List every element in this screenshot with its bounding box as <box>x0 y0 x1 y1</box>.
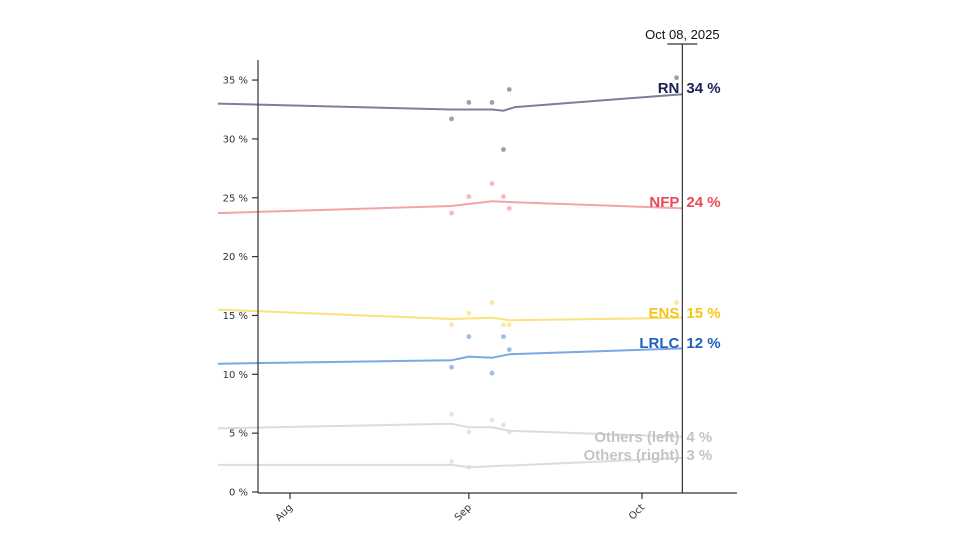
poll-point[interactable] <box>449 411 454 417</box>
series-rn <box>217 75 683 152</box>
poll-point[interactable] <box>506 205 512 211</box>
poll-point[interactable] <box>489 100 495 105</box>
poll-point[interactable] <box>501 147 506 152</box>
poll-point[interactable] <box>466 334 472 340</box>
poll-point[interactable] <box>466 100 472 105</box>
end-labels: RN 34 % NFP 24 % ENS 15 % LRLC 12 % Others (left… <box>584 80 721 464</box>
poll-point[interactable] <box>489 370 495 376</box>
series-nfp <box>217 181 683 216</box>
series-name-label: NFP <box>649 194 679 211</box>
poll-point[interactable] <box>501 422 506 428</box>
series-name-label: Others (right) <box>584 447 680 464</box>
y-tick-label: 10 % <box>223 370 248 381</box>
x-tick-label: Sep <box>453 502 474 523</box>
y-tick-label: 5 % <box>229 429 248 440</box>
trend-line[interactable] <box>217 456 683 469</box>
trend-line[interactable] <box>217 93 683 112</box>
series-ens <box>217 300 683 328</box>
y-tick-label: 15 % <box>223 311 248 322</box>
poll-point[interactable] <box>506 322 512 328</box>
poll-point[interactable] <box>501 322 506 328</box>
poll-point[interactable] <box>501 194 506 199</box>
cursor-date-label: Oct 08, 2025 <box>645 27 719 42</box>
axes-layer <box>257 60 737 494</box>
y-ticks: 0 % 5 % 10 % 15 % 20 % 25 % 30 % 35 % <box>223 76 258 499</box>
trend-line[interactable] <box>217 308 683 322</box>
poll-point[interactable] <box>466 310 472 316</box>
poll-point[interactable] <box>506 347 512 352</box>
poll-point[interactable] <box>489 300 495 305</box>
poll-point[interactable] <box>501 334 506 340</box>
poll-point[interactable] <box>449 116 454 122</box>
series-name-label: ENS <box>649 305 680 322</box>
poll-point[interactable] <box>674 75 679 81</box>
series-name-label: Others (left) <box>594 429 679 446</box>
series-name-label: LRLC <box>639 335 679 352</box>
y-tick-label: 0 % <box>229 488 248 499</box>
series-name-label: RN <box>658 80 680 97</box>
poll-point[interactable] <box>489 181 495 187</box>
series-layer <box>217 75 683 470</box>
series-value-label: 34 % <box>686 80 720 97</box>
y-tick-label: 20 % <box>223 252 248 263</box>
poll-point[interactable] <box>674 300 679 305</box>
x-tick-label: Aug <box>274 502 296 524</box>
poll-point[interactable] <box>449 210 454 216</box>
trend-line[interactable] <box>217 422 683 438</box>
poll-point[interactable] <box>449 322 454 328</box>
y-tick-label: 25 % <box>223 193 248 204</box>
series-value-label: 15 % <box>686 305 720 322</box>
x-ticks: Aug Sep Oct <box>274 493 647 524</box>
date-cursor[interactable]: Oct 08, 2025 <box>645 27 720 493</box>
poll-point[interactable] <box>489 417 495 423</box>
series-others-left <box>217 411 683 438</box>
series-value-label: 4 % <box>686 429 712 446</box>
poll-point[interactable] <box>506 87 512 92</box>
series-value-label: 12 % <box>686 335 720 352</box>
poll-point[interactable] <box>466 194 472 199</box>
y-tick-label: 30 % <box>223 134 248 145</box>
series-value-label: 3 % <box>686 447 712 464</box>
x-tick-label: Oct <box>627 502 647 522</box>
series-value-label: 24 % <box>686 194 720 211</box>
poll-point[interactable] <box>449 458 454 464</box>
poll-point[interactable] <box>449 364 454 370</box>
poll-point[interactable] <box>466 429 472 435</box>
series-lrlc <box>217 334 683 376</box>
trend-line[interactable] <box>217 347 683 365</box>
y-tick-label: 35 % <box>223 76 248 87</box>
series-others-right <box>217 456 683 470</box>
trend-line[interactable] <box>217 200 683 215</box>
